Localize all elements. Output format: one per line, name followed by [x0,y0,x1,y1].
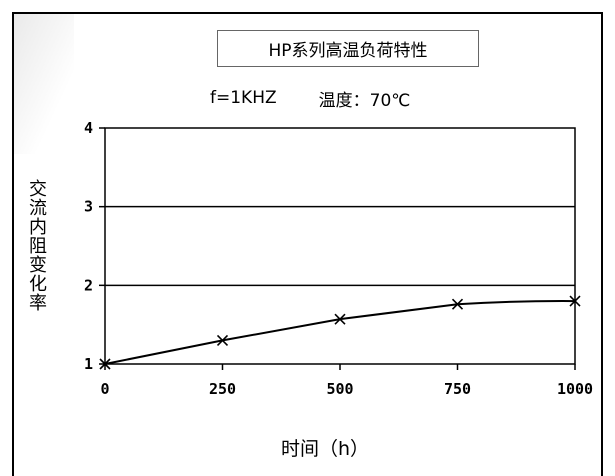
y-axis-label: 交流内阻变化率 [26,178,47,312]
data-point [216,334,229,346]
data-point [451,298,464,310]
data-point [334,313,346,325]
plot-border [104,127,576,365]
chart-frame [12,12,603,476]
temperature-label: 温度：70℃ [318,90,411,111]
corner-shadow [14,14,74,154]
frequency-label: f=1KHZ [210,88,277,108]
data-point [569,295,581,307]
chart-conditions: f=1KHZ 温度：70℃ [210,86,490,111]
y-tick-label: 2 [84,276,93,294]
x-tick-label: 250 [209,380,236,398]
y-tick-label: 4 [84,119,93,137]
x-tick-label: 500 [326,380,353,398]
series-line [104,300,576,365]
x-tick-label: 1000 [557,380,593,398]
y-tick-label: 1 [84,355,93,373]
data-point [99,358,111,370]
x-axis-label: 时间（h） [280,437,370,460]
y-tick-label: 3 [84,198,93,216]
x-tick-label: 750 [444,380,471,398]
x-tick-label: 0 [100,380,109,398]
chart-title: HP系列高温负荷特性 [217,30,479,67]
